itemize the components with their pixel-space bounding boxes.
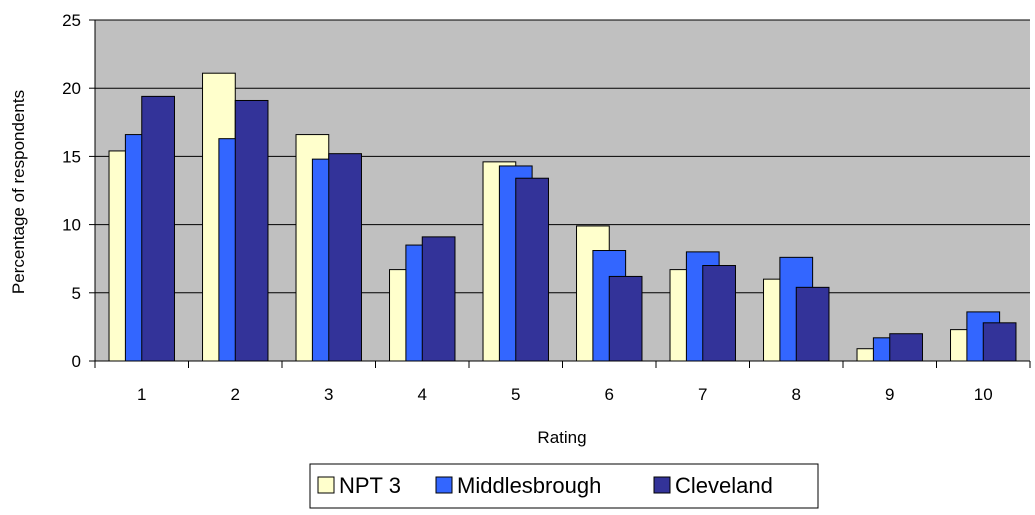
y-tick-label: 0 xyxy=(72,352,81,371)
bars xyxy=(108,72,1017,362)
y-tick-label: 10 xyxy=(62,216,81,235)
legend-label-middlesbrough: Middlesbrough xyxy=(457,473,601,498)
x-tick-label: 5 xyxy=(511,385,520,404)
bar-cleveland-8 xyxy=(795,286,830,362)
y-tick-label: 15 xyxy=(62,147,81,166)
bar-cleveland-5 xyxy=(515,177,549,362)
bar-cleveland-7 xyxy=(702,265,736,362)
legend: NPT 3 Middlesbrough Cleveland xyxy=(309,463,819,509)
x-tick-label: 4 xyxy=(418,385,427,404)
legend-label-cleveland: Cleveland xyxy=(675,473,773,498)
y-tick-label: 20 xyxy=(62,79,81,98)
x-tick-label: 8 xyxy=(792,385,801,404)
x-tick-label: 2 xyxy=(231,385,240,404)
bar-cleveland-9 xyxy=(889,333,923,362)
legend-swatch-npt-3 xyxy=(317,476,335,494)
x-tick-label: 6 xyxy=(605,385,614,404)
legend-label-npt-3: NPT 3 xyxy=(339,473,401,498)
y-tick-label: 5 xyxy=(72,284,81,303)
legend-box xyxy=(309,463,819,509)
x-axis-title: Rating xyxy=(537,428,586,447)
y-tick-label: 25 xyxy=(62,11,81,30)
bar-cleveland-4 xyxy=(421,236,456,362)
x-tick-label: 10 xyxy=(974,385,993,404)
bar-cleveland-10 xyxy=(982,322,1017,362)
x-tick-label: 3 xyxy=(324,385,333,404)
x-tick-label: 7 xyxy=(698,385,707,404)
bar-cleveland-2 xyxy=(234,99,269,362)
axes: 0 5 10 15 20 25 1 2 3 4 5 6 7 8 9 10 xyxy=(62,11,1031,404)
bar-cleveland-6 xyxy=(608,275,643,362)
legend-swatch-cleveland xyxy=(653,476,671,494)
y-axis-title: Percentage of respondents xyxy=(9,90,28,294)
x-tick-label: 1 xyxy=(137,385,146,404)
bar-cleveland-3 xyxy=(328,153,362,362)
bar-cleveland-1 xyxy=(141,95,175,362)
legend-swatch-middlesbrough xyxy=(435,476,453,494)
x-tick-label: 9 xyxy=(885,385,894,404)
